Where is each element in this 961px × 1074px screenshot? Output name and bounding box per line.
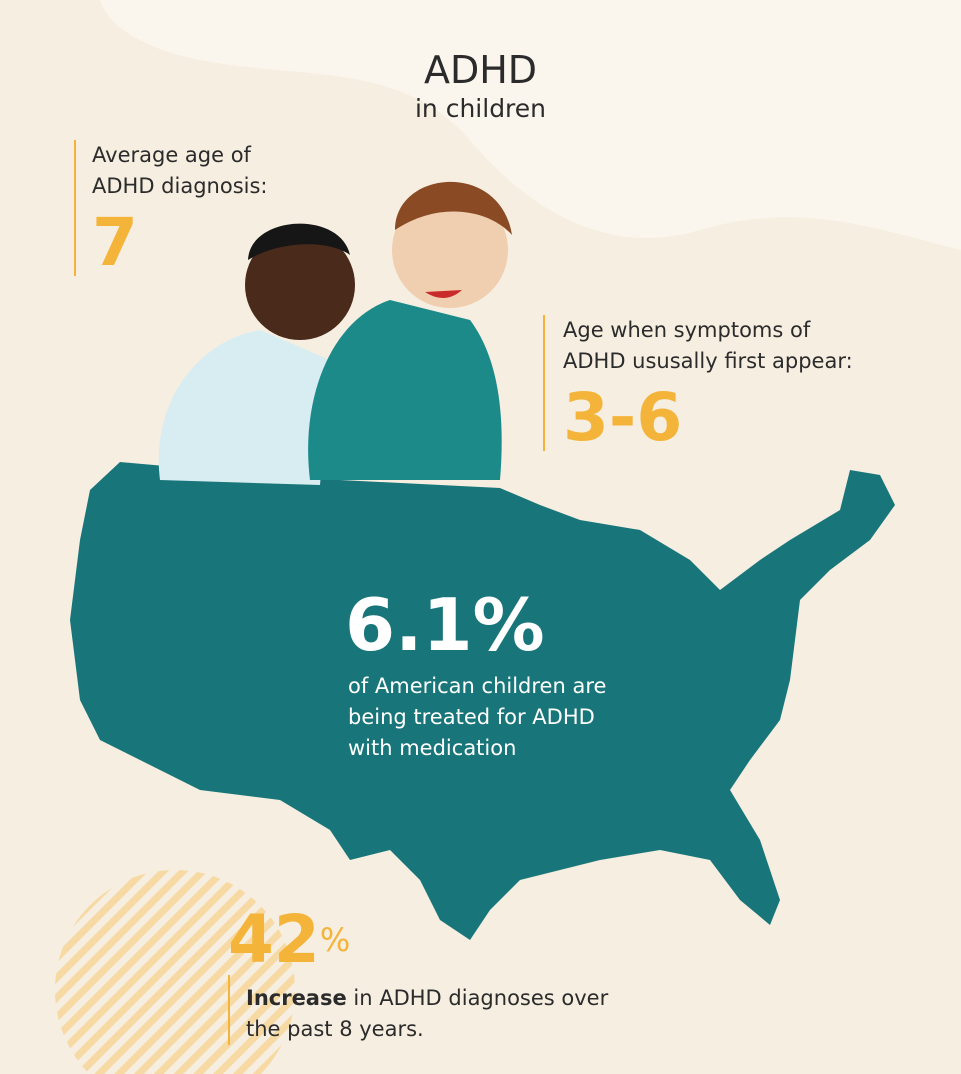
striped-circle <box>55 870 295 1074</box>
accent-bar <box>228 975 230 1045</box>
stat-label: Age when symptoms of ADHD ususally first… <box>563 315 853 377</box>
unit: % <box>319 921 351 959</box>
stat-value: 6.1% <box>345 583 545 667</box>
text-line: the past 8 years. <box>246 1017 424 1041</box>
label-line: Age when symptoms of <box>563 318 811 342</box>
stat-value: 7 <box>92 204 138 281</box>
stat-text: Increase in ADHD diagnoses over the past… <box>246 983 608 1045</box>
text-line: with medication <box>348 736 517 760</box>
accent-bar <box>74 140 76 276</box>
text: in ADHD diagnoses over <box>346 986 609 1010</box>
children-illustration <box>158 181 512 485</box>
stat-value: 42% <box>228 905 350 975</box>
accent-bar <box>543 315 545 451</box>
background-blob <box>100 0 961 250</box>
text-line: of American children are <box>348 674 607 698</box>
stat-label: Average age of ADHD diagnosis: <box>92 140 268 202</box>
label-line: Average age of <box>92 143 251 167</box>
number: 42 <box>228 901 320 978</box>
label-line: ADHD ususally first appear: <box>563 349 853 373</box>
subtitle: in children <box>414 94 547 123</box>
bold-word: Increase <box>246 986 347 1010</box>
stat-text: of American children are being treated f… <box>348 671 606 764</box>
text-line: being treated for ADHD <box>348 705 595 729</box>
title: ADHD <box>423 48 538 92</box>
us-map <box>70 462 895 940</box>
stat-value: 3-6 <box>563 379 683 456</box>
text-line: Increase in ADHD diagnoses over <box>246 983 608 1014</box>
label-line: ADHD diagnosis: <box>92 174 268 198</box>
